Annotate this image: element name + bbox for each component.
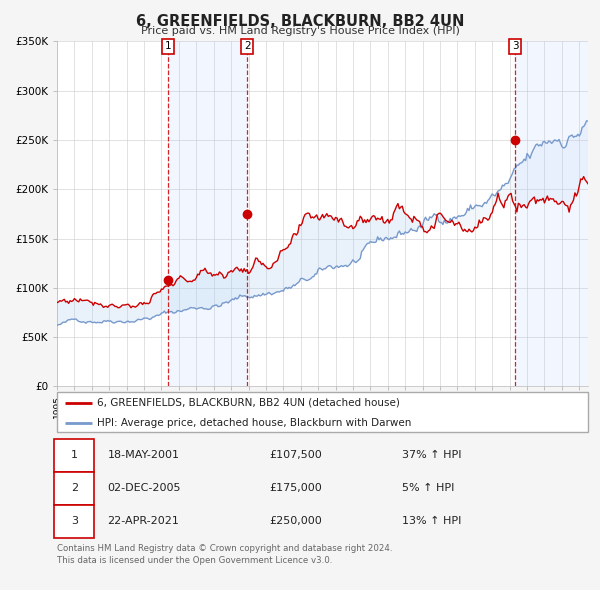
Text: 02-DEC-2005: 02-DEC-2005 <box>107 483 181 493</box>
Text: 3: 3 <box>71 516 78 526</box>
Text: Contains HM Land Registry data © Crown copyright and database right 2024.
This d: Contains HM Land Registry data © Crown c… <box>57 544 392 565</box>
Text: 18-MAY-2001: 18-MAY-2001 <box>107 450 179 460</box>
Text: 6, GREENFIELDS, BLACKBURN, BB2 4UN (detached house): 6, GREENFIELDS, BLACKBURN, BB2 4UN (deta… <box>97 398 400 408</box>
Text: £175,000: £175,000 <box>269 483 322 493</box>
Text: 6, GREENFIELDS, BLACKBURN, BB2 4UN: 6, GREENFIELDS, BLACKBURN, BB2 4UN <box>136 14 464 28</box>
Text: 13% ↑ HPI: 13% ↑ HPI <box>402 516 461 526</box>
Text: £107,500: £107,500 <box>269 450 322 460</box>
Text: 2: 2 <box>71 483 78 493</box>
Text: 1: 1 <box>164 41 172 51</box>
Text: 3: 3 <box>512 41 518 51</box>
Text: 2: 2 <box>244 41 250 51</box>
Text: 37% ↑ HPI: 37% ↑ HPI <box>402 450 461 460</box>
Text: £250,000: £250,000 <box>269 516 322 526</box>
FancyBboxPatch shape <box>55 504 94 538</box>
Text: 5% ↑ HPI: 5% ↑ HPI <box>402 483 455 493</box>
Text: 1: 1 <box>71 450 78 460</box>
Text: 22-APR-2021: 22-APR-2021 <box>107 516 179 526</box>
Text: HPI: Average price, detached house, Blackburn with Darwen: HPI: Average price, detached house, Blac… <box>97 418 411 428</box>
Text: Price paid vs. HM Land Registry's House Price Index (HPI): Price paid vs. HM Land Registry's House … <box>140 26 460 36</box>
FancyBboxPatch shape <box>55 472 94 505</box>
Bar <box>168 41 247 386</box>
Bar <box>515 41 588 386</box>
FancyBboxPatch shape <box>55 439 94 472</box>
